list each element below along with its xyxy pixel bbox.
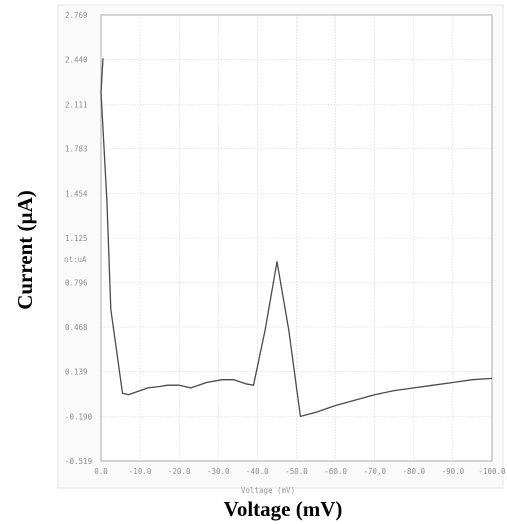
x-tick-label: -70.0	[363, 467, 386, 476]
x-tick-labels: 0.0 -10.0 -20.0 -30.0 -40.0 -50.0 -60.0 -70.0 -8…	[94, 467, 506, 476]
x-tick-label: -50.0	[285, 467, 308, 476]
x-tick-label: 0.0	[94, 467, 108, 476]
x-axis-title: Voltage (mV)	[224, 497, 343, 521]
y-tick-label: 2.111	[65, 100, 88, 109]
y-tick-label: 1.454	[65, 189, 88, 198]
x-tick-label: -10.0	[129, 467, 152, 476]
chart-series	[100, 58, 493, 418]
y-tick-label: -0.519	[65, 457, 92, 466]
x-tick-label: -80.0	[403, 467, 426, 476]
series-line	[100, 58, 493, 418]
scan-frame	[57, 4, 504, 489]
x-tick-label: -60.0	[324, 467, 347, 476]
y-tick-label: 1.783	[65, 145, 88, 154]
y-tick-label: 0.796	[65, 279, 88, 288]
x-tick-label: -100.0	[478, 467, 506, 476]
x-tick-label: -90.0	[442, 467, 465, 476]
y-tick-label: -0.190	[65, 412, 93, 421]
x-tick-label: -20.0	[168, 467, 191, 476]
x-tick-label: -40.0	[246, 467, 269, 476]
y-tick-label: 2.440	[65, 56, 88, 65]
chart-grid	[100, 14, 493, 462]
y-tick-labels: 2.769 2.440 2.111 1.783 1.454 1.125 0.796 0.468…	[65, 11, 93, 466]
x-axis-inner-label: Voltage (mV)	[241, 486, 295, 495]
y-axis-inner-label: nt:uA	[64, 255, 87, 264]
y-tick-label: 0.139	[65, 368, 88, 377]
y-tick-label: 1.125	[65, 234, 88, 243]
y-axis-title: Current (µA)	[13, 190, 37, 310]
y-tick-label: 0.468	[65, 323, 88, 332]
x-tick-label: -30.0	[207, 467, 230, 476]
y-tick-label: 2.769	[65, 11, 88, 20]
